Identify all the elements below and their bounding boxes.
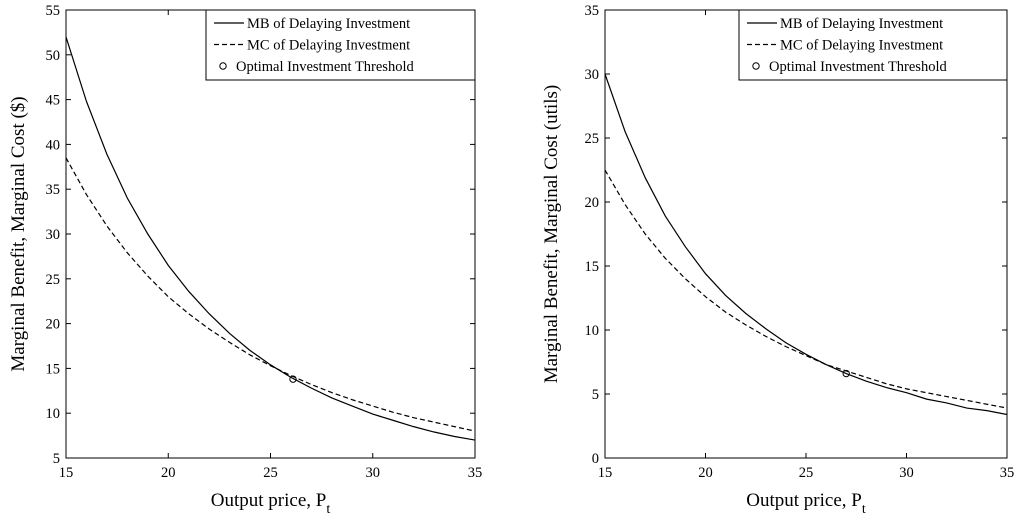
- y-tick-label: 0: [592, 451, 599, 467]
- x-tick-label: 35: [1000, 465, 1015, 481]
- y-tick-label: 20: [46, 317, 61, 333]
- legend: MB of Delaying Investment MC of Delaying …: [205, 9, 476, 81]
- y-tick-label: 15: [585, 259, 600, 275]
- y-tick-label: 10: [585, 323, 600, 339]
- y-tick-label: 10: [46, 406, 61, 422]
- y-tick-label: 30: [585, 67, 600, 83]
- y-tick-label: 5: [592, 387, 599, 403]
- x-axis-title: Output price, Pt: [211, 490, 331, 517]
- legend-label: Optimal Investment Threshold: [236, 59, 414, 75]
- x-tick-label: 25: [799, 465, 814, 481]
- x-tick-label: 35: [468, 465, 483, 481]
- chart-panel-1: 15 20 25 30 35 5 10 15 20 25 30 35 40 45 50 55 Output pr…: [8, 3, 482, 517]
- y-tick-label: 55: [46, 3, 61, 19]
- mb-series-line: [605, 73, 1007, 416]
- y-tick-label: 25: [46, 272, 61, 288]
- x-tick-label: 15: [59, 465, 74, 481]
- legend-label: Optimal Investment Threshold: [769, 59, 947, 75]
- y-axis-title: Marginal Benefit, Marginal Cost (utils): [541, 85, 562, 384]
- x-axis-title-subscript: t: [862, 502, 866, 517]
- chart-panel-2: 15 20 25 30 35 0 5 10 15 20 25 30 35 Output price, Pt…: [541, 3, 1014, 517]
- legend: MB of Delaying Investment MC of Delaying …: [738, 9, 1008, 81]
- x-axis-title-subscript: t: [326, 502, 330, 517]
- y-tick-label: 15: [46, 361, 61, 377]
- x-tick-label: 25: [263, 465, 278, 481]
- legend-label: MC of Delaying Investment: [780, 38, 943, 54]
- x-tick-label: 20: [698, 465, 713, 481]
- legend-marker-sample: [752, 62, 760, 70]
- x-axis-title-main: Output price, P: [746, 490, 862, 511]
- x-tick-label: 30: [366, 465, 381, 481]
- optimal-threshold-marker: [842, 369, 850, 378]
- mb-series-line: [66, 36, 475, 441]
- mc-series-line: [66, 157, 475, 432]
- y-tick-label: 5: [53, 451, 60, 467]
- y-tick-label: 25: [585, 131, 600, 147]
- y-tick-label: 40: [46, 137, 61, 153]
- x-tick-label: 20: [161, 465, 176, 481]
- y-axis-title: Marginal Benefit, Marginal Cost ($): [8, 96, 29, 371]
- y-tick-label: 45: [46, 93, 61, 109]
- y-tick-label: 35: [46, 182, 61, 198]
- x-axis-title-main: Output price, P: [211, 490, 327, 511]
- optimal-threshold-marker: [289, 375, 297, 383]
- x-tick-label: 15: [598, 465, 613, 481]
- legend-label: MC of Delaying Investment: [247, 38, 410, 54]
- mc-series-line: [605, 169, 1007, 409]
- legend-box: [205, 9, 476, 81]
- y-tick-label: 35: [585, 3, 600, 19]
- y-tick-label: 30: [46, 227, 61, 243]
- legend-label: MB of Delaying Investment: [247, 16, 410, 32]
- x-axis-title: Output price, Pt: [746, 490, 866, 517]
- y-tick-label: 20: [585, 195, 600, 211]
- y-tick-label: 50: [46, 48, 61, 64]
- x-tick-label: 30: [899, 465, 914, 481]
- legend-box: [738, 9, 1008, 81]
- legend-label: MB of Delaying Investment: [780, 16, 943, 32]
- legend-marker-sample: [219, 62, 227, 70]
